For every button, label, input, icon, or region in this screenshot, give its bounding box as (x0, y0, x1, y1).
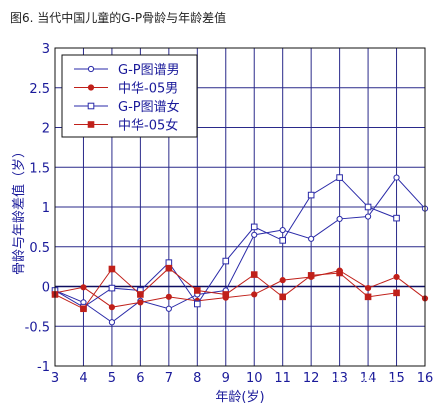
series-line (54, 176, 426, 323)
data-point (108, 304, 116, 311)
legend-swatch-marker (87, 84, 95, 91)
data-point (336, 269, 343, 277)
data-point (393, 214, 400, 222)
ticks: 3 4 5 6 7 8 9 10 11 12 13 14 15 16 -1 -0.5 0 0.5 1 1.5 2 2.5 3 (25, 42, 434, 386)
data-point (80, 284, 87, 291)
data-point (108, 265, 116, 273)
data-point (80, 305, 87, 313)
legend-swatch-marker (87, 102, 95, 110)
data-point (108, 319, 116, 326)
data-point (165, 305, 172, 312)
y-tick-label: 2 (42, 122, 50, 137)
y-tick-label: 3 (42, 42, 50, 57)
data-point (137, 291, 144, 298)
x-tick-label: 10 (246, 371, 263, 386)
data-point (251, 231, 258, 238)
chart-title: 图6. 当代中国儿童的G-P骨龄与年龄差值 (10, 10, 226, 25)
y-tick-label: 1.5 (29, 161, 50, 176)
legend-label: 中华-05男 (118, 82, 178, 97)
series-line (54, 270, 426, 308)
series-1 (51, 174, 429, 326)
y-tick-label: -0.5 (25, 320, 50, 335)
y-tick-label: 0 (42, 281, 50, 296)
data-point (222, 291, 230, 298)
y-axis-label: 骨龄与年龄差值（岁） (11, 145, 27, 275)
data-point (364, 203, 372, 211)
x-tick-label: 4 (79, 371, 87, 386)
data-point (279, 237, 286, 244)
x-tick-label: 15 (388, 371, 405, 386)
data-point (250, 271, 258, 278)
data-point (393, 273, 400, 281)
y-tick-label: 2.5 (29, 82, 50, 97)
x-tick-label: 16 (417, 371, 434, 386)
data-point (364, 213, 372, 220)
x-tick-label: 5 (108, 371, 116, 386)
x-tick-label: 8 (193, 371, 201, 386)
y-tick-label: 1 (42, 201, 50, 216)
data-point (364, 284, 372, 292)
data-point (364, 293, 372, 301)
x-tick-label: 3 (51, 371, 59, 386)
legend-swatch-marker (87, 121, 95, 128)
plot-frame (54, 47, 426, 367)
data-point (250, 223, 258, 231)
data-point (336, 174, 343, 181)
data-point (393, 289, 400, 297)
data-point (336, 215, 343, 223)
legend-item: G-P图谱女 (74, 99, 180, 115)
data-point (108, 284, 116, 292)
data-point (194, 287, 201, 294)
legend-label: 中华-05女 (118, 118, 178, 134)
watermark: 知乎 @徐永剑 (322, 375, 398, 390)
legend-item: 中华-05女 (74, 118, 178, 134)
x-tick-label: 6 (136, 371, 144, 386)
data-point (308, 235, 315, 242)
x-tick-label: 7 (165, 371, 173, 386)
legend-swatch-marker (87, 65, 95, 73)
legend-item: G-P图谱男 (74, 63, 180, 78)
x-axis-label: 年龄(岁) (215, 390, 264, 405)
legend-label: G-P图谱女 (118, 99, 180, 115)
data-point (307, 191, 315, 199)
data-point (279, 277, 286, 284)
data-point (222, 257, 230, 265)
x-tick-label: 9 (222, 371, 230, 386)
x-tick-label: 12 (303, 371, 320, 386)
data-point (165, 293, 172, 300)
data-point (165, 264, 173, 272)
data-point (279, 226, 286, 234)
data-point (279, 293, 286, 301)
data-point (194, 300, 201, 308)
data-point (251, 291, 258, 298)
x-tick-label: 13 (331, 371, 348, 386)
data-point (165, 259, 173, 266)
legend-label: G-P图谱男 (118, 63, 180, 78)
y-tick-label: 0.5 (29, 241, 50, 256)
y-tick-label: -1 (37, 360, 50, 375)
data-point (393, 174, 400, 181)
x-tick-label: 14 (360, 371, 377, 386)
x-tick-label: 11 (274, 371, 291, 386)
legend-item: 中华-05男 (74, 82, 178, 97)
data-point (137, 299, 144, 306)
data-point (307, 272, 315, 279)
